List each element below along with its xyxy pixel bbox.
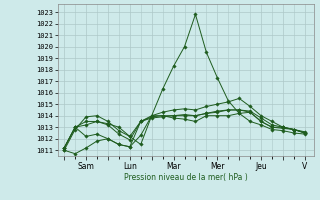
X-axis label: Pression niveau de la mer( hPa ): Pression niveau de la mer( hPa ): [124, 173, 247, 182]
